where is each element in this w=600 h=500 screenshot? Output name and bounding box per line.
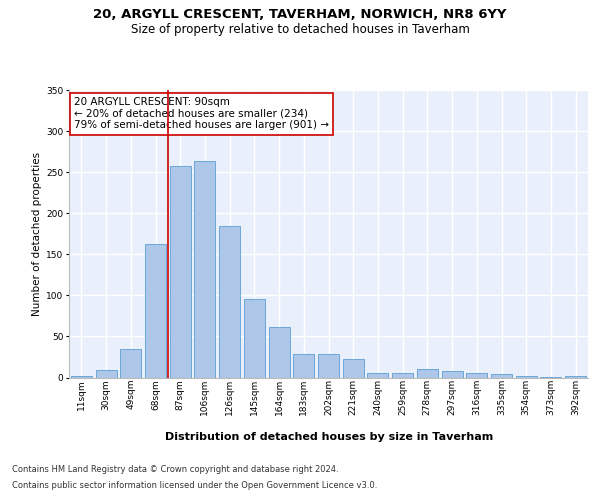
Bar: [343, 360, 364, 378]
Text: Size of property relative to detached houses in Taverham: Size of property relative to detached ho…: [131, 22, 469, 36]
Text: Contains public sector information licensed under the Open Government Licence v3: Contains public sector information licen…: [12, 481, 377, 490]
Bar: [244, 298, 265, 378]
Bar: [170, 166, 191, 378]
Bar: [318, 354, 339, 378]
Text: 20 ARGYLL CRESCENT: 90sqm
← 20% of detached houses are smaller (234)
79% of semi: 20 ARGYLL CRESCENT: 90sqm ← 20% of detac…: [74, 97, 329, 130]
Bar: [293, 354, 314, 378]
Text: 20, ARGYLL CRESCENT, TAVERHAM, NORWICH, NR8 6YY: 20, ARGYLL CRESCENT, TAVERHAM, NORWICH, …: [93, 8, 507, 20]
Bar: [95, 370, 116, 378]
Bar: [417, 370, 438, 378]
Bar: [565, 376, 586, 378]
Text: Distribution of detached houses by size in Taverham: Distribution of detached houses by size …: [164, 432, 493, 442]
Bar: [466, 372, 487, 378]
Bar: [516, 376, 537, 378]
Y-axis label: Number of detached properties: Number of detached properties: [32, 152, 42, 316]
Bar: [442, 371, 463, 378]
Bar: [71, 376, 92, 378]
Bar: [145, 244, 166, 378]
Bar: [367, 372, 388, 378]
Text: Contains HM Land Registry data © Crown copyright and database right 2024.: Contains HM Land Registry data © Crown c…: [12, 465, 338, 474]
Bar: [392, 374, 413, 378]
Bar: [491, 374, 512, 378]
Bar: [194, 162, 215, 378]
Bar: [269, 328, 290, 378]
Bar: [120, 349, 141, 378]
Bar: [541, 376, 562, 378]
Bar: [219, 226, 240, 378]
